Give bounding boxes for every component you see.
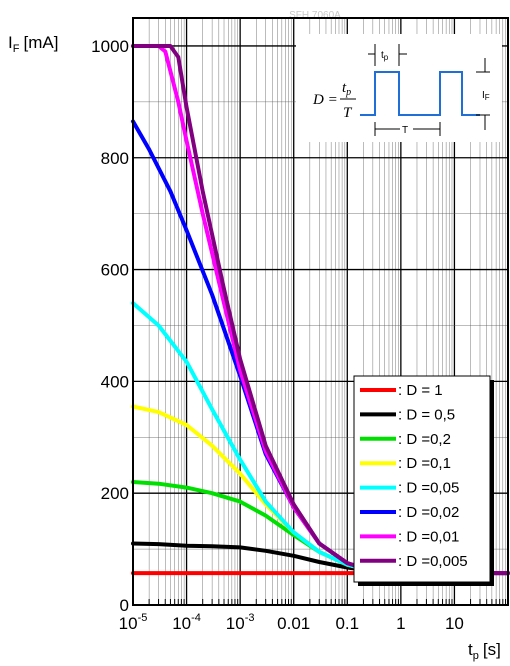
legend-label: : D =0,1 xyxy=(398,455,451,472)
legend-label: : D =0,02 xyxy=(398,504,459,521)
amplitude-marker xyxy=(476,58,490,130)
y-tick-labels: 0 200 400 600 800 1000 xyxy=(91,37,129,615)
x-tick-label: 1 xyxy=(396,614,405,633)
legend-box xyxy=(353,375,491,583)
x-axis-label: tp [s] xyxy=(468,640,501,662)
legend-label: : D = 1 xyxy=(398,382,443,399)
x-tick-label: 10-3 xyxy=(226,612,255,633)
x-tick-label: 10-4 xyxy=(172,612,201,633)
formula-numerator: tp xyxy=(342,80,351,98)
period-label: T xyxy=(402,125,408,136)
formula-denominator: T xyxy=(343,105,353,121)
period-marker xyxy=(374,122,441,136)
watermark: SFH 7060A xyxy=(289,10,341,21)
y-tick-label: 400 xyxy=(101,372,129,391)
y-tick-label: 800 xyxy=(101,149,129,168)
legend-label: : D =0,2 xyxy=(398,431,451,448)
x-tick-label: 10-5 xyxy=(119,612,148,633)
y-axis-label: IF [mA] xyxy=(8,33,58,55)
duty-cycle-inset: D = tp T tp T IF xyxy=(296,34,502,142)
legend-label: : D =0,05 xyxy=(398,480,459,497)
y-tick-label: 200 xyxy=(101,484,129,503)
legend-label: : D = 0,5 xyxy=(398,406,455,423)
legend-label: : D =0,01 xyxy=(398,528,459,545)
y-tick-label: 1000 xyxy=(91,37,129,56)
legend-label: : D =0,005 xyxy=(398,553,468,570)
legend-items: : D = 1 : D = 0,5 : D =0,2 : D =0,1 : D =0,0… xyxy=(360,382,468,570)
y-tick-label: 0 xyxy=(120,596,129,615)
legend: : D = 1 : D = 0,5 : D =0,2 : D =0,1 : D =0,0… xyxy=(353,375,494,586)
pulse-width-marker xyxy=(368,44,407,66)
x-tick-label: 0.1 xyxy=(335,614,359,633)
amplitude-label: IF xyxy=(482,90,490,102)
pulse-waveform xyxy=(360,71,480,116)
y-tick-label: 600 xyxy=(101,261,129,280)
plot-frame xyxy=(132,17,509,606)
x-tick-label: 10 xyxy=(445,614,464,633)
formula-lhs: D = xyxy=(312,92,338,108)
x-tick-label: 0.01 xyxy=(277,614,310,633)
x-tick-labels: 10-5 10-4 10-3 0.01 0.1 1 10 xyxy=(119,612,464,633)
pulse-width-label: tp xyxy=(381,50,389,62)
